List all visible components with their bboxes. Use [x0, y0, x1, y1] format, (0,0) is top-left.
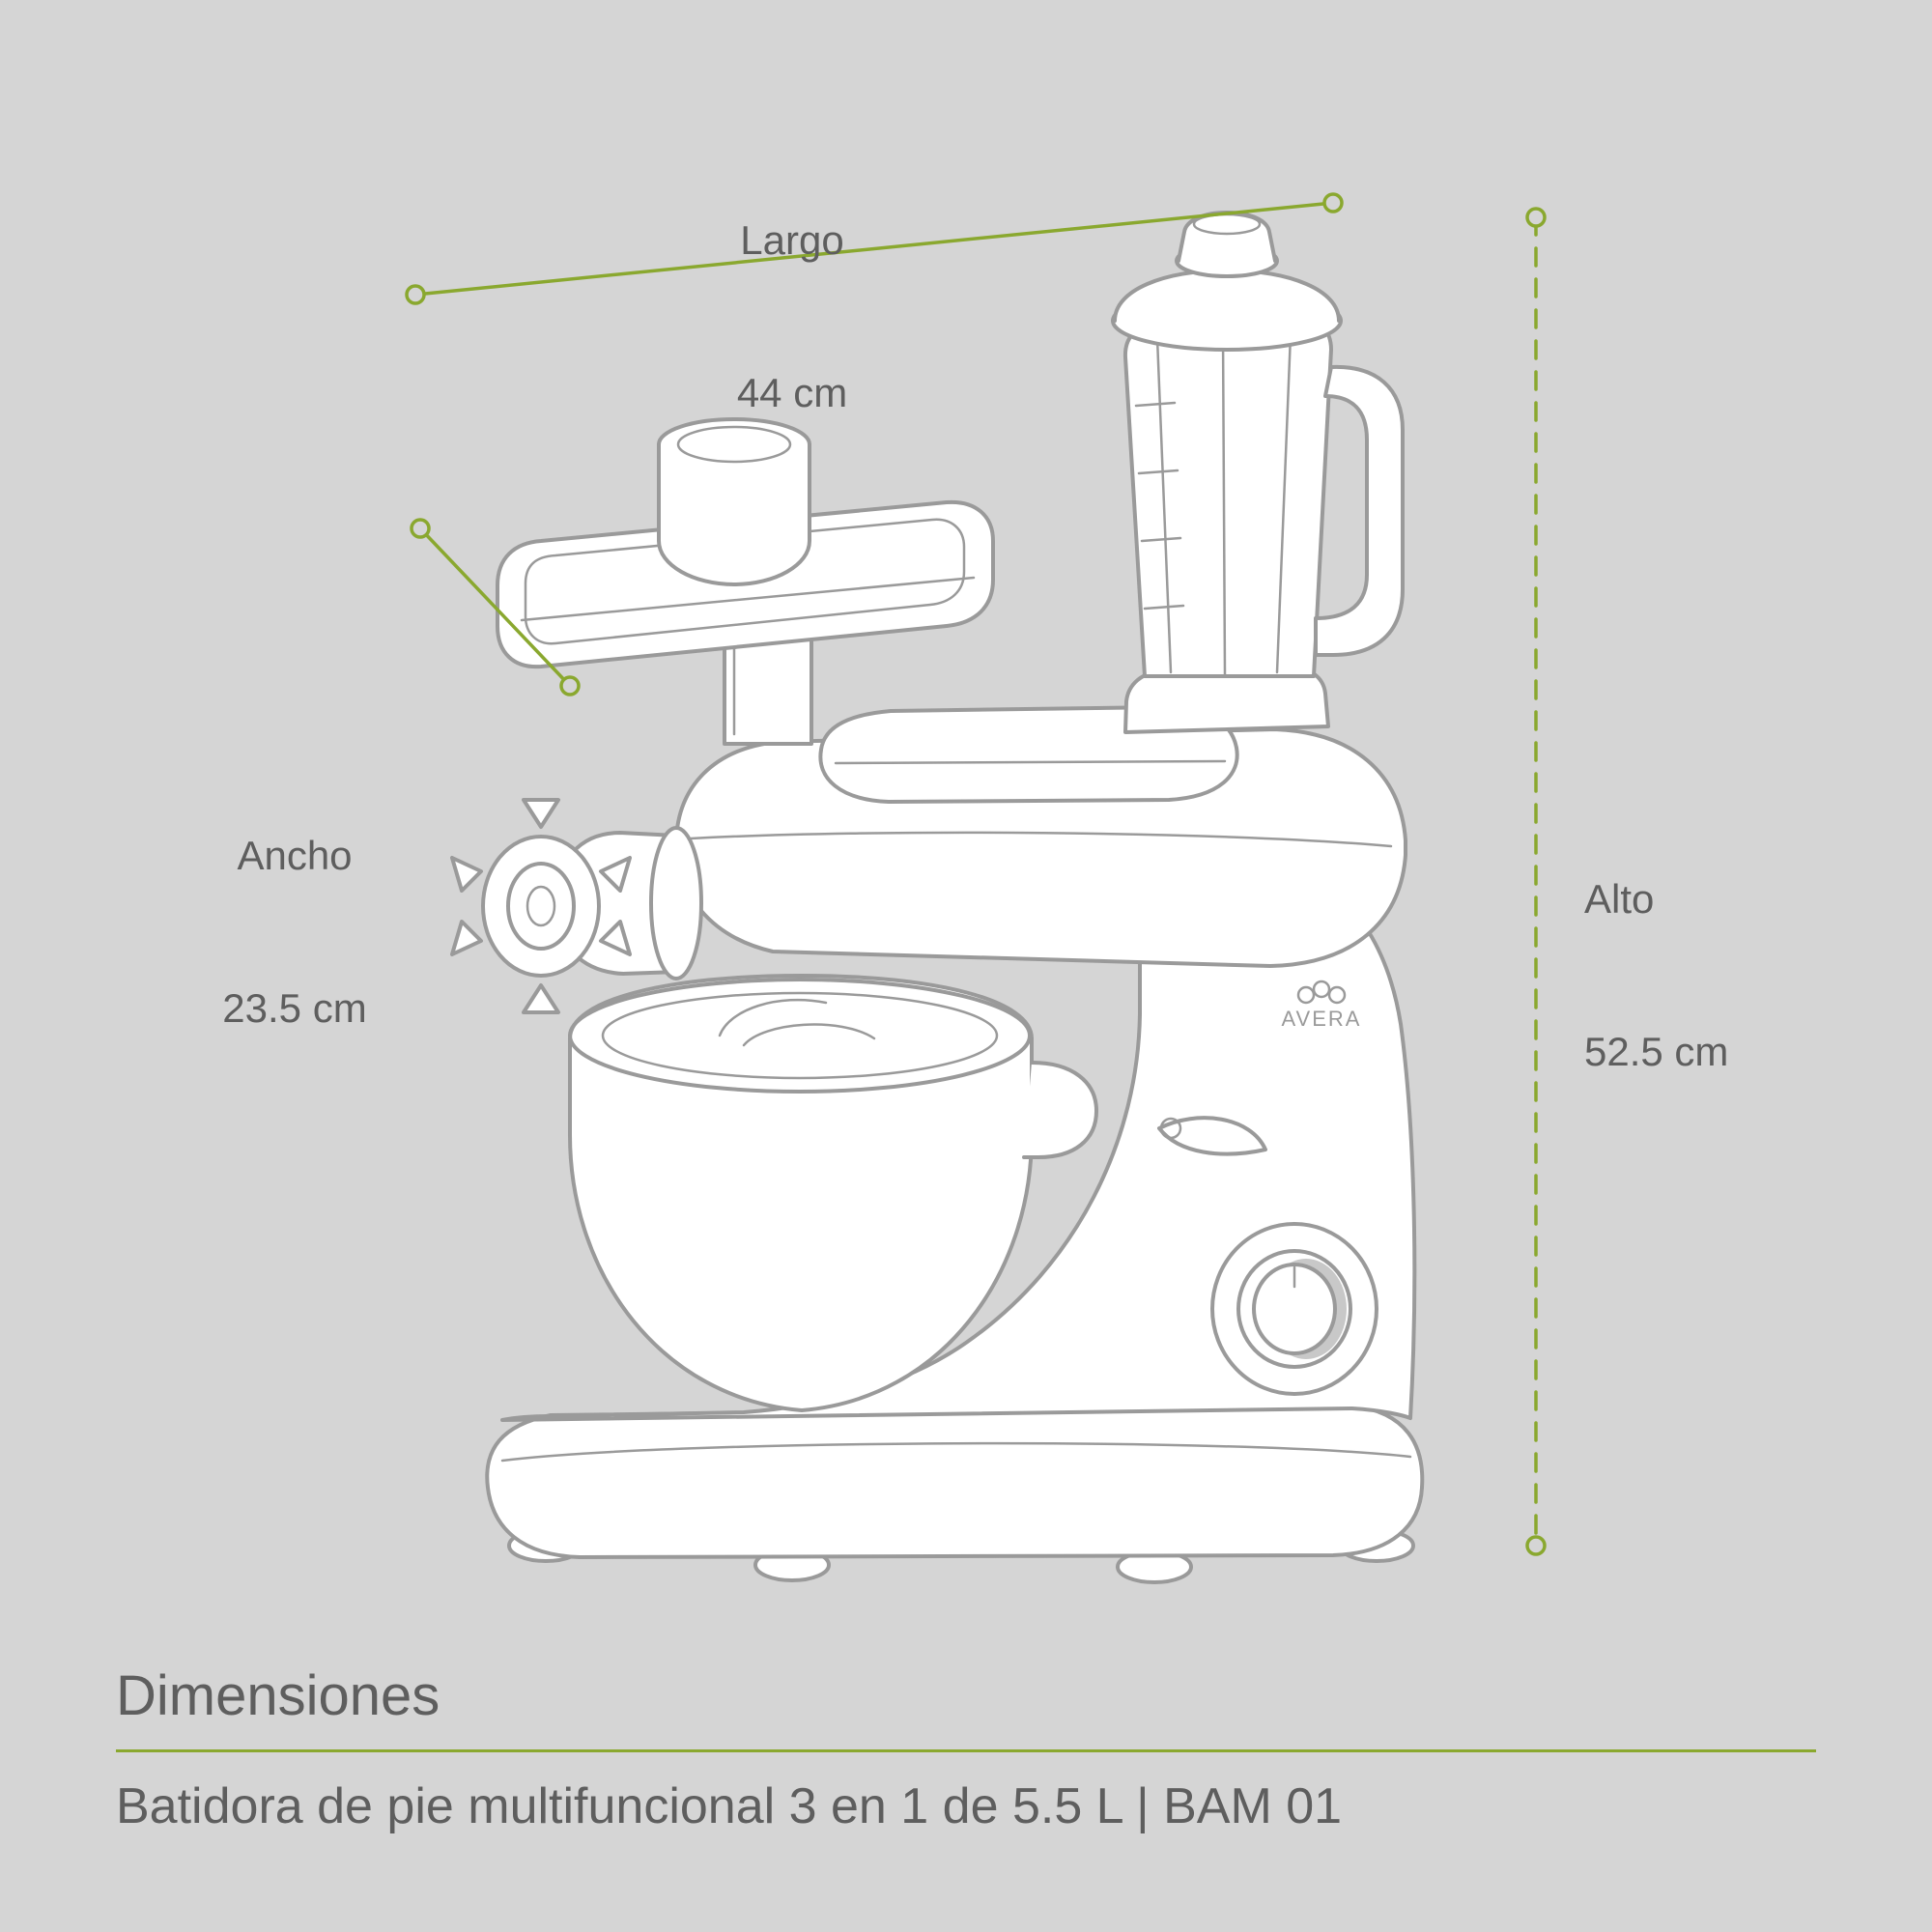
footer-rule — [116, 1749, 1816, 1752]
footer-title: Dimensiones — [116, 1663, 1816, 1728]
ancho-name: Ancho — [198, 831, 391, 882]
alto-name: Alto — [1584, 874, 1777, 925]
ancho-value: 23.5 cm — [198, 983, 391, 1035]
alto-value: 52.5 cm — [1584, 1027, 1777, 1078]
largo-name: Largo — [696, 215, 889, 267]
largo-label: Largo 44 cm — [696, 114, 889, 469]
footer: Dimensiones Batidora de pie multifuncion… — [116, 1663, 1816, 1835]
brand-text: AVERA — [1282, 1007, 1362, 1031]
diagram-stage: .ol { fill:#ffffff; stroke:#9a9a9a; stro… — [0, 0, 1932, 1932]
alto-label: Alto 52.5 cm — [1584, 773, 1777, 1128]
largo-value: 44 cm — [696, 368, 889, 419]
footer-subtitle: Batidora de pie multifuncional 3 en 1 de… — [116, 1777, 1816, 1835]
ancho-label: Ancho 23.5 cm — [198, 729, 391, 1085]
